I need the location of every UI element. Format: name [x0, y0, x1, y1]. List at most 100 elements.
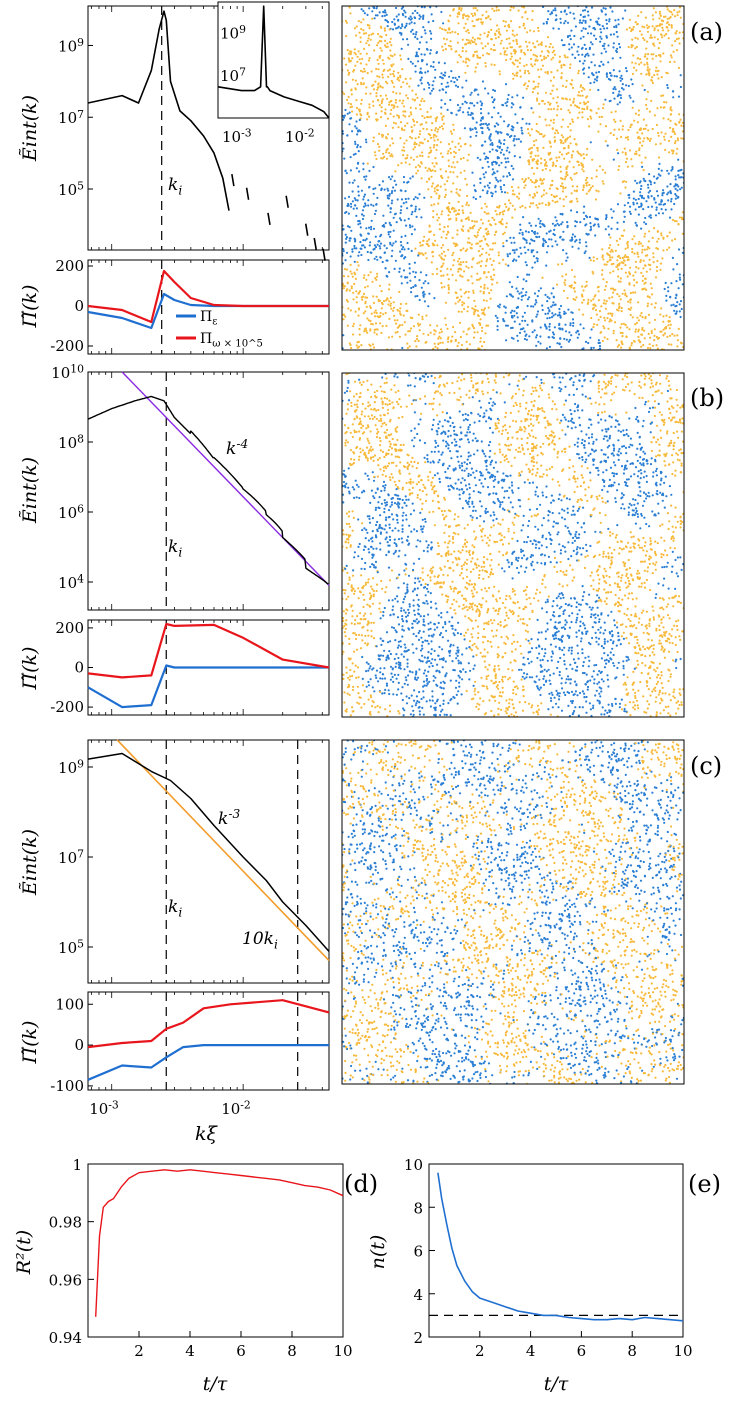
- particle: [480, 104, 483, 107]
- particle: [349, 53, 352, 56]
- particle: [373, 311, 376, 314]
- particle: [465, 42, 468, 46]
- particle: [512, 167, 515, 170]
- particle: [671, 256, 675, 259]
- particle: [627, 201, 630, 204]
- particle: [467, 153, 470, 156]
- particle: [656, 489, 659, 493]
- particle: [426, 140, 430, 143]
- particle: [462, 95, 465, 98]
- particle: [671, 218, 675, 222]
- particle: [362, 168, 365, 171]
- particle: [623, 594, 627, 597]
- particle: [493, 172, 496, 175]
- particle: [342, 116, 346, 119]
- particle: [499, 52, 502, 55]
- particle: [621, 292, 624, 295]
- particle: [517, 379, 520, 382]
- particle: [505, 53, 508, 56]
- particle: [573, 275, 576, 278]
- particle: [375, 157, 378, 161]
- particle: [484, 237, 487, 240]
- particle: [447, 278, 450, 281]
- particle: [382, 485, 385, 488]
- particle: [593, 64, 597, 67]
- particle: [374, 209, 377, 212]
- particle: [392, 63, 395, 66]
- particle: [676, 339, 680, 342]
- particle: [364, 202, 367, 205]
- particle: [357, 130, 360, 133]
- particle: [421, 114, 424, 118]
- particle: [674, 197, 677, 200]
- particle: [612, 91, 615, 94]
- particle: [531, 65, 534, 68]
- particle: [400, 255, 403, 258]
- particle: [428, 292, 431, 295]
- particle: [404, 77, 407, 80]
- particle: [563, 64, 566, 67]
- particle: [485, 260, 488, 263]
- particle: [372, 32, 375, 35]
- particle: [671, 416, 674, 419]
- particle: [380, 331, 383, 335]
- particle: [606, 144, 609, 147]
- particle: [665, 33, 668, 36]
- particle: [518, 323, 521, 326]
- particle: [434, 76, 437, 79]
- particle: [544, 91, 548, 94]
- particle: [636, 37, 639, 40]
- particle: [356, 133, 359, 136]
- particle: [483, 176, 486, 179]
- particle: [374, 309, 377, 312]
- particle: [630, 344, 633, 347]
- particle: [671, 239, 674, 242]
- particle: [408, 345, 411, 348]
- particle: [670, 113, 673, 116]
- particle: [559, 184, 563, 188]
- particle: [354, 79, 357, 82]
- particle: [406, 97, 409, 100]
- particle: [586, 52, 589, 55]
- particle: [595, 112, 598, 115]
- particle: [465, 57, 468, 60]
- particle: [366, 162, 369, 165]
- particle: [474, 50, 477, 54]
- particle: [475, 278, 479, 281]
- particle: [388, 68, 391, 71]
- particle: [468, 343, 471, 346]
- particle: [676, 334, 679, 337]
- particle: [483, 211, 486, 214]
- particle: [677, 327, 680, 330]
- particle: [435, 162, 438, 165]
- particle: [589, 186, 593, 189]
- particle: [396, 330, 399, 334]
- particle: [642, 419, 645, 422]
- particle: [370, 383, 373, 386]
- particle: [547, 201, 550, 204]
- particle: [454, 628, 457, 632]
- particle: [487, 165, 490, 168]
- particle: [480, 329, 484, 333]
- particle: [480, 42, 483, 45]
- particle: [364, 310, 367, 313]
- particle: [493, 619, 496, 622]
- particle: [414, 210, 417, 213]
- particle: [414, 55, 417, 58]
- particle: [481, 14, 484, 17]
- particle: [637, 137, 640, 140]
- particle: [398, 217, 402, 220]
- particle: [365, 305, 368, 308]
- particle: [464, 631, 468, 634]
- particle: [610, 425, 613, 428]
- particle: [474, 189, 477, 192]
- particle: [426, 81, 430, 84]
- particle: [564, 330, 568, 333]
- particle: [675, 30, 678, 33]
- particle: [668, 246, 671, 249]
- particle: [410, 30, 413, 33]
- particle: [481, 127, 484, 130]
- particle: [499, 220, 502, 223]
- particle: [660, 556, 663, 559]
- particle: [497, 430, 501, 433]
